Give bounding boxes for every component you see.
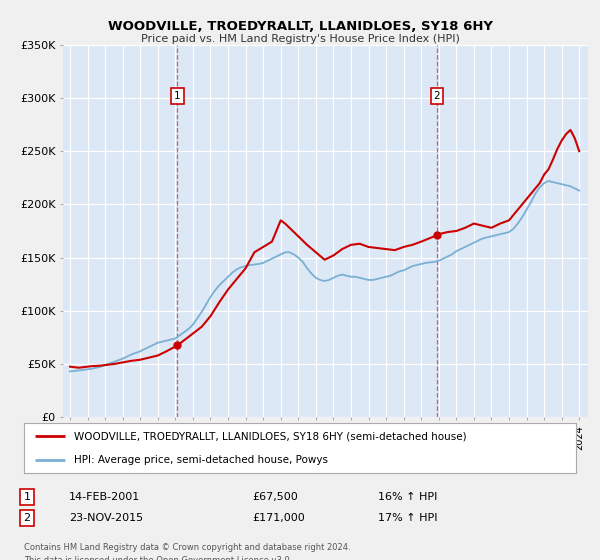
Text: WOODVILLE, TROEDYRALLT, LLANIDLOES, SY18 6HY (semi-detached house): WOODVILLE, TROEDYRALLT, LLANIDLOES, SY18… [74, 431, 466, 441]
Text: £171,000: £171,000 [252, 513, 305, 523]
Text: 2: 2 [23, 513, 31, 523]
Text: Price paid vs. HM Land Registry's House Price Index (HPI): Price paid vs. HM Land Registry's House … [140, 34, 460, 44]
Text: Contains HM Land Registry data © Crown copyright and database right 2024.
This d: Contains HM Land Registry data © Crown c… [24, 543, 350, 560]
Text: £67,500: £67,500 [252, 492, 298, 502]
Text: 17% ↑ HPI: 17% ↑ HPI [378, 513, 437, 523]
Text: 14-FEB-2001: 14-FEB-2001 [69, 492, 140, 502]
Text: 2: 2 [434, 91, 440, 101]
Text: 1: 1 [174, 91, 181, 101]
Text: HPI: Average price, semi-detached house, Powys: HPI: Average price, semi-detached house,… [74, 455, 328, 465]
Text: 23-NOV-2015: 23-NOV-2015 [69, 513, 143, 523]
Text: 1: 1 [23, 492, 31, 502]
Text: 16% ↑ HPI: 16% ↑ HPI [378, 492, 437, 502]
Text: WOODVILLE, TROEDYRALLT, LLANIDLOES, SY18 6HY: WOODVILLE, TROEDYRALLT, LLANIDLOES, SY18… [107, 20, 493, 32]
